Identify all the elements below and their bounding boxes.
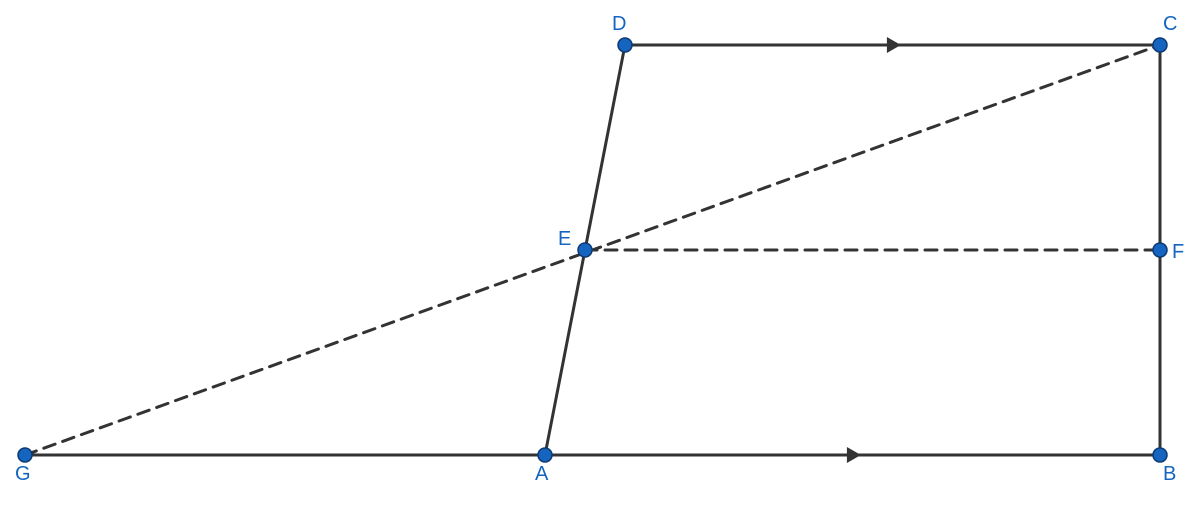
label-A: A bbox=[535, 463, 549, 485]
point-B bbox=[1153, 448, 1167, 462]
point-E bbox=[578, 243, 592, 257]
point-F bbox=[1153, 243, 1167, 257]
label-D: D bbox=[612, 13, 626, 35]
label-G: G bbox=[15, 463, 31, 485]
point-A bbox=[538, 448, 552, 462]
point-D bbox=[618, 38, 632, 52]
geometry-diagram: G A B E F D C bbox=[0, 0, 1200, 520]
point-C bbox=[1153, 38, 1167, 52]
label-E: E bbox=[558, 228, 571, 250]
label-F: F bbox=[1172, 241, 1184, 263]
point-G bbox=[18, 448, 32, 462]
label-C: C bbox=[1163, 13, 1177, 35]
arrow-A-B bbox=[847, 447, 861, 463]
arrow-C-D bbox=[887, 37, 901, 53]
label-B: B bbox=[1163, 463, 1176, 485]
